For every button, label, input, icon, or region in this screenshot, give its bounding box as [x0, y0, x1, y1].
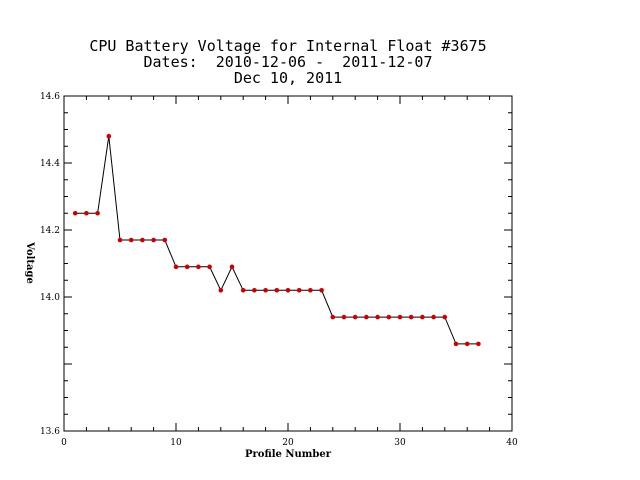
y-tick-label: 13.6: [40, 427, 60, 437]
x-axis-label: Profile Number: [245, 449, 332, 460]
data-point: [207, 264, 212, 270]
data-point: [420, 314, 425, 320]
data-point: [296, 288, 302, 293]
data-point: [229, 264, 235, 270]
data-point: [128, 237, 134, 243]
data-point: [196, 264, 201, 270]
data-point: [364, 314, 369, 320]
data-point: [184, 264, 190, 270]
chart-title-line-1: CPU Battery Voltage for Internal Float #…: [89, 37, 487, 55]
axis-ticks: [63, 95, 513, 432]
data-point: [117, 237, 123, 243]
data-point: [319, 288, 324, 293]
y-tick-label: 14.4: [40, 159, 60, 169]
y-axis-label: Voltage: [24, 241, 35, 284]
data-point: [106, 133, 112, 139]
data-point: [476, 341, 481, 347]
x-tick-label: 40: [506, 438, 518, 448]
data-point: [95, 210, 100, 216]
y-tick-label: 14.2: [40, 226, 60, 236]
x-tick-label: 0: [61, 438, 67, 448]
data-point: [263, 288, 268, 293]
y-tick-label: 14.0: [40, 293, 60, 303]
data-point: [397, 314, 403, 320]
x-tick-label: 10: [170, 438, 182, 448]
data-point: [442, 314, 448, 320]
data-point: [151, 237, 156, 243]
data-point: [240, 288, 246, 293]
data-point: [285, 288, 291, 293]
data-point: [162, 237, 168, 243]
voltage-series: [72, 133, 481, 347]
data-point: [375, 314, 380, 320]
x-tick-label: 20: [282, 438, 294, 448]
data-point: [140, 237, 145, 243]
plot-frame: [63, 95, 513, 432]
data-point: [453, 341, 459, 347]
chart-title-line-3: Dec 10, 2011: [233, 69, 343, 87]
y-tick-label: 14.6: [40, 92, 60, 102]
data-point: [218, 288, 224, 293]
data-point: [308, 288, 313, 293]
data-point: [173, 264, 179, 270]
data-point: [431, 314, 436, 320]
data-point: [341, 314, 347, 320]
data-point: [386, 314, 392, 320]
data-point: [352, 314, 358, 320]
data-point: [84, 210, 89, 216]
data-point: [274, 288, 280, 293]
data-point: [330, 314, 336, 320]
data-point: [72, 210, 78, 216]
data-point: [464, 341, 470, 347]
series-line: [75, 136, 479, 345]
axis-tick-labels: 0 10 20 30 40 13.6 14.0 14.2 14.4 14.6: [40, 92, 518, 448]
data-point: [408, 314, 414, 320]
x-tick-label: 30: [394, 438, 406, 448]
chart-title-line-2: Dates: 2010-12-06 - 2011-12-07: [143, 53, 433, 71]
data-point: [252, 288, 257, 293]
